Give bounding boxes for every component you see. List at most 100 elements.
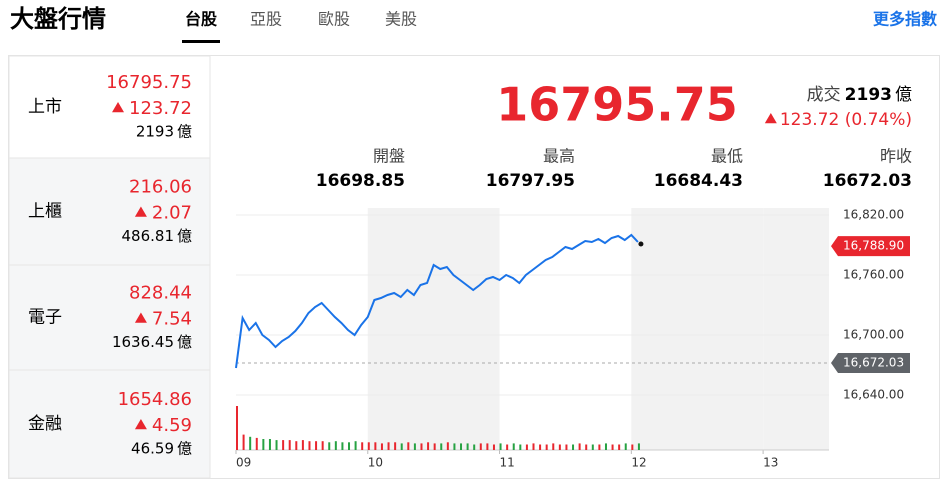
volume-bar [631, 444, 634, 450]
volume: 2193 [845, 85, 892, 105]
volume-bar [400, 443, 403, 450]
index-price: 828.44 [129, 283, 192, 304]
volume-bar [262, 439, 265, 450]
index-price: 1654.86 [118, 389, 192, 410]
volume-bar [321, 441, 324, 450]
volume-unit: 億 [177, 123, 192, 141]
x-tick-label: 13 [763, 456, 778, 470]
title: 大盤行情 [10, 5, 106, 33]
volume-bar [413, 443, 416, 450]
index-change: 7.54 [152, 309, 192, 330]
sidebar-row[interactable] [8, 55, 211, 159]
up-arrow [112, 102, 125, 113]
index-volume: 2193 [136, 123, 174, 141]
volume-bar [380, 443, 383, 450]
volume-bar [433, 443, 436, 450]
volume-bar [506, 444, 509, 450]
volume-bar [618, 444, 621, 450]
volume-bar [282, 440, 285, 450]
volume-unit: 億 [177, 440, 192, 458]
y-tick-label: 16,820.00 [843, 208, 904, 222]
volume-bar [374, 442, 377, 450]
more-link[interactable]: 更多指數 [873, 10, 937, 29]
volume-bar [354, 441, 357, 450]
price-line [235, 233, 639, 369]
volume-bar [255, 437, 258, 450]
volume-bar [572, 444, 575, 450]
volume-bar [525, 444, 528, 450]
volume-bar [598, 444, 601, 450]
volume-bar [236, 406, 238, 450]
stat-value: 16672.03 [823, 171, 912, 191]
index-name: 上櫃 [28, 202, 62, 222]
prev-close-tag [831, 352, 910, 373]
tab[interactable]: 美股 [385, 10, 417, 29]
up-arrow [134, 206, 147, 217]
index-price: 216.06 [129, 177, 192, 198]
volume-bar [387, 442, 390, 450]
current-tag [831, 236, 910, 257]
stat-label: 最高 [543, 147, 575, 166]
big-price: 16795.75 [496, 78, 738, 132]
volume-bar [308, 441, 311, 450]
tab[interactable]: 台股 [185, 10, 218, 29]
volume-bar [440, 443, 443, 450]
volume-bar [486, 443, 489, 450]
volume-bar [519, 444, 522, 450]
tab[interactable]: 亞股 [250, 10, 282, 29]
volume-bar [591, 444, 594, 450]
stat-value: 16797.95 [486, 171, 575, 191]
volume-bar [348, 442, 351, 450]
volume-bar [479, 443, 482, 450]
session-band [763, 208, 829, 450]
tab-underline [182, 40, 220, 43]
y-tick-label: 16,640.00 [843, 388, 904, 402]
volume-unit: 億 [177, 227, 192, 245]
volume-bar [552, 443, 555, 450]
stat-label: 最低 [711, 147, 743, 166]
volume-bar [420, 443, 423, 450]
session-band [367, 208, 500, 450]
volume-unit: 億 [895, 85, 912, 105]
volume-bar [367, 442, 370, 450]
index-change: 4.59 [152, 415, 192, 436]
volume-bar [473, 444, 476, 450]
y-tick-label: 16,700.00 [843, 328, 904, 342]
volume-bar [315, 441, 318, 450]
current-label: 16,788.90 [843, 239, 904, 253]
volume-bar [242, 434, 245, 450]
stat-label: 昨收 [880, 147, 912, 166]
volume-bar [539, 444, 542, 450]
volume-bar [585, 444, 588, 450]
volume-bar [460, 443, 463, 450]
volume-bar [334, 441, 337, 450]
volume-bar [268, 439, 271, 450]
volume-bar [288, 440, 291, 450]
volume-bar [466, 443, 469, 450]
index-volume: 46.59 [131, 440, 174, 458]
last-point [638, 241, 644, 247]
sidebar-row[interactable] [8, 369, 211, 479]
volume-bar [407, 442, 410, 450]
session-band [631, 208, 764, 450]
index-name: 電子 [28, 308, 62, 328]
x-tick-label: 10 [368, 456, 383, 470]
prev-close-label: 16,672.03 [843, 355, 904, 369]
volume-bar [446, 442, 449, 450]
volume-bar [427, 442, 430, 450]
volume-bar [611, 444, 614, 450]
volume-bar [624, 443, 627, 450]
volume-bar [499, 443, 502, 450]
index-change: 123.72 [129, 98, 192, 119]
volume-bar [532, 443, 535, 450]
volume-bar [545, 444, 548, 450]
change: 123.72 (0.74%) [780, 110, 912, 130]
volume-bar [637, 443, 640, 450]
tab[interactable]: 歐股 [318, 10, 350, 29]
volume-bar [301, 440, 304, 450]
up-arrow [134, 419, 147, 430]
volume-bar [394, 442, 397, 450]
index-name: 上市 [28, 97, 62, 117]
sidebar-row[interactable] [8, 264, 211, 371]
index-volume: 486.81 [122, 227, 175, 245]
